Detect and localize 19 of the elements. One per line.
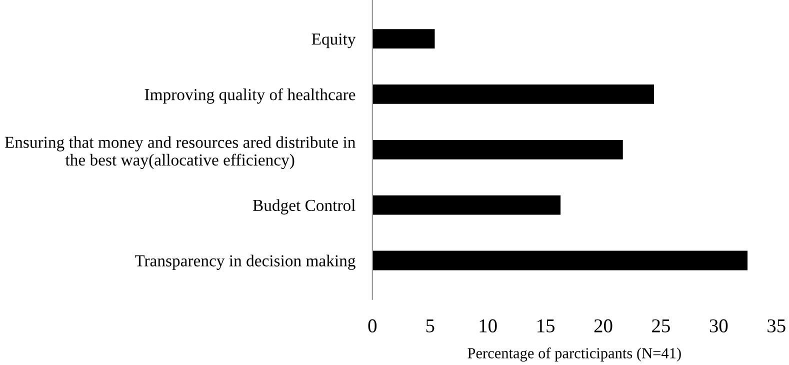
- y-tick-label: Improving quality of healthcare: [144, 88, 356, 104]
- bar: [372, 250, 748, 270]
- y-tick-label: Transparency in decision making: [134, 254, 356, 270]
- y-tick-label: Equity: [312, 34, 356, 48]
- bar: [372, 29, 435, 48]
- x-tick-label: 35: [768, 319, 786, 332]
- bar: [372, 84, 654, 104]
- x-tick-label: 30: [710, 319, 728, 332]
- y-tick-label: Ensuring that money and resources ared distribute in the best way(allocative efficiency): [4, 136, 356, 170]
- x-tick-label: 0: [368, 319, 377, 332]
- bar: [372, 140, 623, 160]
- x-tick-label: 20: [594, 319, 612, 332]
- x-tick-label: 15: [538, 319, 554, 332]
- x-tick-label: 10: [480, 319, 497, 332]
- x-tick-label: 5: [426, 320, 434, 332]
- y-tick-label: Budget Control: [252, 199, 356, 214]
- x-axis-title: Percentage of parcticipants (N=41): [468, 347, 681, 362]
- bar: [372, 195, 561, 215]
- x-tick-label: 25: [652, 319, 670, 332]
